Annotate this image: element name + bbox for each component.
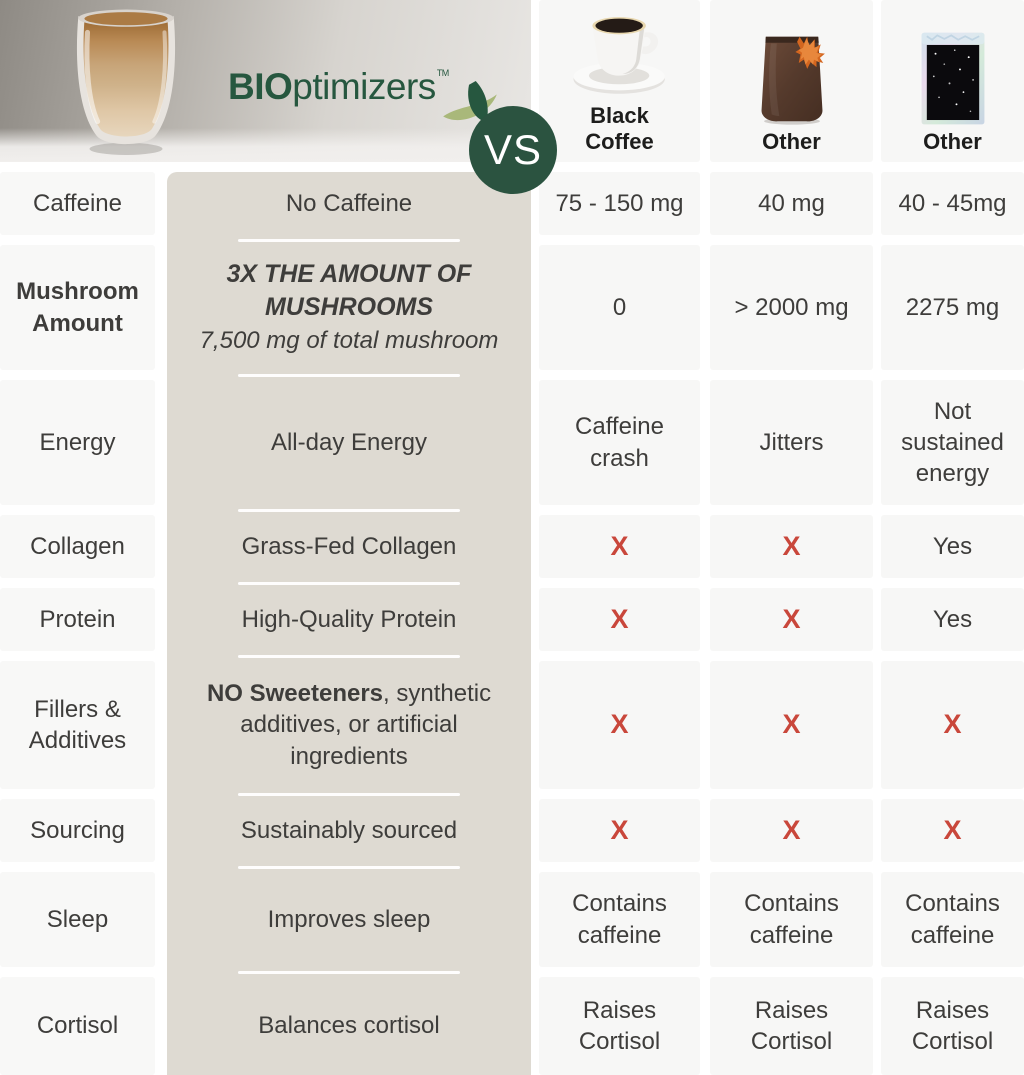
- product-card-other-black: Other: [881, 0, 1024, 162]
- product-name: Other: [923, 128, 982, 154]
- product-card-other-brown: Other: [710, 0, 873, 162]
- value-black-coffee-fillers: X: [539, 661, 700, 789]
- product-name: Black Coffee: [585, 103, 654, 154]
- bioptimizers-logo: BIO ptimizers TM: [228, 66, 499, 126]
- bio-value-caffeine: No Caffeine: [285, 189, 413, 217]
- bio-value-collagen: Grass-Fed Collagen: [241, 532, 457, 560]
- value-other1-mushroom: > 2000 mg: [710, 245, 873, 370]
- column-divider: [238, 373, 460, 377]
- value-other1-energy: Jitters: [710, 380, 873, 505]
- bio-fillers-rest: , synthetic additives, or artificial ing…: [240, 680, 492, 770]
- value-other1-caffeine: 40 mg: [710, 172, 873, 235]
- value-black-coffee-energy: Caffeine crash: [539, 380, 700, 505]
- bio-mushroom-line1: 3X THE AMOUNT OF: [226, 260, 472, 289]
- vs-badge: VS: [469, 106, 557, 194]
- value-other2-fillers: X: [881, 661, 1024, 789]
- bioptimizers-column-background: [167, 172, 531, 1075]
- leaf-sail-icon: [442, 80, 497, 123]
- value-other1-protein: X: [710, 588, 873, 651]
- row-label-caffeine: Caffeine: [0, 172, 155, 235]
- bio-mushroom-line3: 7,500 mg of total mushroom: [199, 327, 499, 355]
- value-other1-sleep: Contains caffeine: [710, 872, 873, 967]
- glass-latte-cup-image: [76, 9, 176, 155]
- value-black-coffee-sourcing: X: [539, 799, 700, 862]
- value-black-coffee-cortisol: Raises Cortisol: [539, 977, 700, 1075]
- hero-photo: BIO ptimizers TM: [0, 0, 531, 162]
- bio-value-protein: High-Quality Protein: [241, 605, 457, 633]
- bio-value-energy: All-day Energy: [270, 428, 428, 456]
- value-black-coffee-caffeine: 75 - 150 mg: [539, 172, 700, 235]
- column-divider: [238, 238, 460, 242]
- column-divider: [238, 581, 460, 585]
- bio-value-fillers: NO Sweeteners, synthetic additives, or a…: [167, 661, 531, 789]
- column-divider: [238, 508, 460, 512]
- value-black-coffee-sleep: Contains caffeine: [539, 872, 700, 967]
- value-other2-mushroom: 2275 mg: [881, 245, 1024, 370]
- bio-value-sleep: Improves sleep: [267, 905, 431, 933]
- value-other2-protein: Yes: [881, 588, 1024, 651]
- bio-value-sourcing: Sustainably sourced: [240, 816, 458, 844]
- value-other2-collagen: Yes: [881, 515, 1024, 578]
- value-other1-sourcing: X: [710, 799, 873, 862]
- row-label-mushroom-amount: Mushroom Amount: [0, 245, 155, 370]
- column-divider: [238, 654, 460, 658]
- value-other1-collagen: X: [710, 515, 873, 578]
- value-other2-sourcing: X: [881, 799, 1024, 862]
- value-other2-cortisol: Raises Cortisol: [881, 977, 1024, 1075]
- bio-value-mushroom: 3X THE AMOUNT OF MUSHROOMS 7,500 mg of t…: [167, 245, 531, 370]
- black-foil-pouch-icon: [921, 32, 984, 125]
- value-other1-fillers: X: [710, 661, 873, 789]
- product-name: Other: [762, 128, 821, 154]
- row-label-energy: Energy: [0, 380, 155, 505]
- logo-text-bold: BIO: [228, 66, 293, 107]
- black-coffee-cup-icon: [572, 17, 665, 95]
- bio-fillers-bold: NO Sweeteners: [206, 680, 384, 708]
- row-label-sleep: Sleep: [0, 872, 155, 967]
- row-label-protein: Protein: [0, 588, 155, 651]
- value-other2-sleep: Contains caffeine: [881, 872, 1024, 967]
- logo-text-rest: ptimizers: [292, 66, 436, 107]
- row-label-sourcing: Sourcing: [0, 799, 155, 862]
- row-label-cortisol: Cortisol: [0, 977, 155, 1075]
- product-card-black-coffee: Black Coffee: [539, 0, 700, 162]
- column-divider: [238, 865, 460, 869]
- value-other2-energy: Not sustained energy: [881, 380, 1024, 505]
- value-black-coffee-collagen: X: [539, 515, 700, 578]
- row-label-collagen: Collagen: [0, 515, 155, 578]
- column-divider: [238, 970, 460, 974]
- bio-mushroom-line2: MUSHROOMS: [264, 292, 434, 321]
- column-divider: [238, 792, 460, 796]
- brown-pouch-icon: [761, 36, 825, 125]
- value-black-coffee-protein: X: [539, 588, 700, 651]
- bio-value-cortisol: Balances cortisol: [258, 1012, 440, 1040]
- value-black-coffee-mushroom: 0: [539, 245, 700, 370]
- value-other1-cortisol: Raises Cortisol: [710, 977, 873, 1075]
- value-other2-caffeine: 40 - 45mg: [881, 172, 1024, 235]
- logo-trademark: TM: [436, 68, 450, 78]
- row-label-fillers-additives: Fillers & Additives: [0, 661, 155, 789]
